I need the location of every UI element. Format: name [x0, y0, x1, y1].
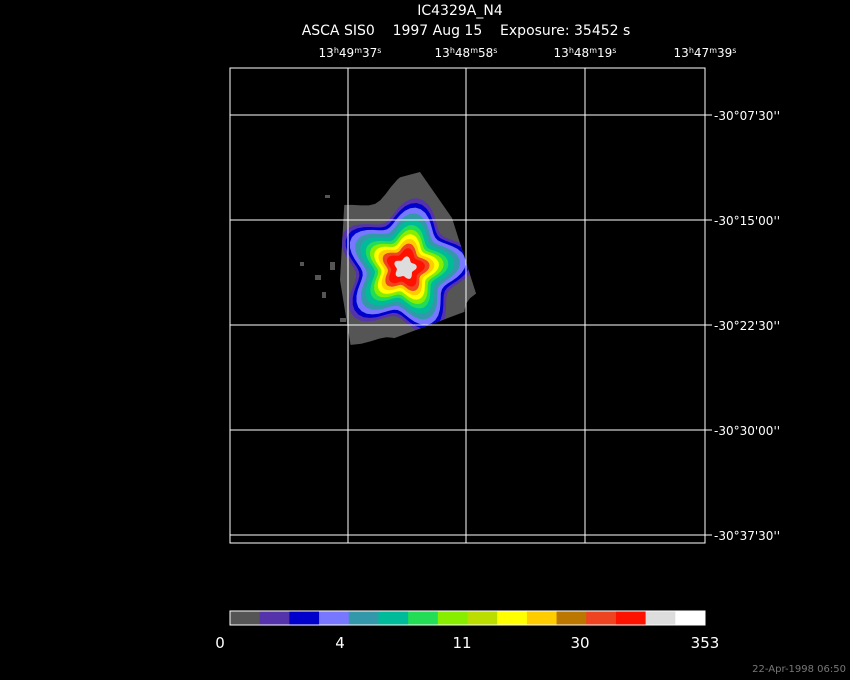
ra-number: 19 — [597, 46, 612, 60]
ra-unit: m — [354, 46, 362, 55]
ra-number: 13 — [319, 46, 334, 60]
colorbar-cell — [467, 611, 498, 625]
ra-unit: s — [612, 46, 616, 55]
ra-unit: h — [689, 46, 694, 55]
ra-unit: m — [709, 46, 717, 55]
frame — [229, 67, 706, 544]
subtitle: ASCA SIS0 1997 Aug 15 Exposure: 35452 s — [302, 23, 631, 39]
colorbar-label: 30 — [570, 634, 589, 652]
ra-unit: m — [470, 46, 478, 55]
timestamp: 22-Apr-1998 06:50 — [752, 664, 846, 675]
dec-label: -30°30'00'' — [714, 424, 780, 438]
colorbar-cell — [437, 611, 468, 625]
grid — [230, 68, 705, 543]
contour — [394, 256, 417, 279]
colorbar-cell — [408, 611, 439, 625]
colorbar-cell — [319, 611, 350, 625]
ra-number: 13 — [435, 46, 450, 60]
colorbar-label: 11 — [452, 634, 471, 652]
colorbar-cell — [497, 611, 528, 625]
colorbar-label: 4 — [335, 634, 345, 652]
ra-number: 37 — [362, 46, 377, 60]
ra-number: 47 — [694, 46, 709, 60]
ra-label: 13h47m39s — [674, 46, 737, 61]
ra-unit: s — [377, 46, 381, 55]
noise — [300, 195, 346, 322]
dec-label: -30°37'30'' — [714, 529, 780, 543]
ra-number: 13 — [554, 46, 569, 60]
colorbar-cell — [230, 611, 261, 625]
ra-unit: h — [450, 46, 455, 55]
ra-label: 13h48m19s — [554, 46, 617, 61]
colorbar-cell — [348, 611, 379, 625]
colorbar-cell — [289, 611, 320, 625]
ra-unit: s — [493, 46, 497, 55]
ra-unit: m — [589, 46, 597, 55]
dec-label: -30°07'30'' — [714, 109, 780, 123]
colorbar-label: 353 — [691, 634, 720, 652]
ra-unit: s — [732, 46, 736, 55]
colorbar-cell — [556, 611, 587, 625]
ra-unit: h — [569, 46, 574, 55]
colorbar-cell — [675, 611, 706, 625]
ra-number: 13 — [674, 46, 689, 60]
ra-number: 49 — [339, 46, 354, 60]
colorbar-cell — [586, 611, 617, 625]
colorbar-cell — [615, 611, 647, 625]
colorbar-cell — [259, 611, 290, 625]
ra-number: 48 — [574, 46, 589, 60]
colorbar-cell — [645, 611, 676, 625]
ra-unit: h — [334, 46, 339, 55]
title: IC4329A_N4 — [417, 3, 503, 19]
ra-number: 48 — [455, 46, 470, 60]
ra-label: 13h48m58s — [435, 46, 498, 61]
ra-label: 13h49m37s — [319, 46, 382, 61]
dec-label: -30°22'30'' — [714, 319, 780, 333]
ra-number: 58 — [478, 46, 493, 60]
colorbar-cell — [378, 611, 409, 625]
dec-label: -30°15'00'' — [714, 214, 780, 228]
image — [340, 172, 480, 354]
colorbar-label: 0 — [215, 634, 225, 652]
colorbar-frame — [229, 610, 706, 626]
colorbar-cell — [526, 611, 558, 625]
ra-number: 39 — [717, 46, 732, 60]
